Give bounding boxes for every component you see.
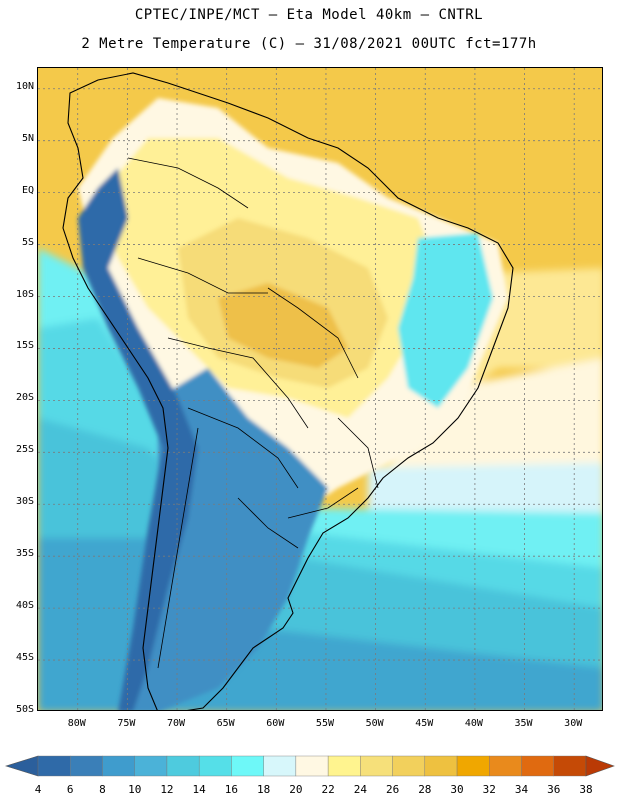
colorbar-high-arrow [585,755,615,777]
colorbar-segment [102,755,135,777]
colorbar-tick-label: 38 [579,783,593,796]
colorbar-segment [166,755,200,777]
lat-label: EQ [21,184,34,196]
colorbar [4,755,615,777]
lat-label: 10S [15,288,34,300]
colorbar-segment [521,755,554,777]
lon-label: 60W [266,718,285,729]
lat-label: 50S [15,704,34,715]
lon-label: 35W [514,718,533,729]
lat-label: 20S [15,392,34,404]
colorbar-tick-label: 6 [66,783,74,796]
colorbar-tick-label: 16 [224,783,239,796]
lon-label: 75W [117,718,136,729]
lon-label: 80W [67,718,86,729]
colorbar-tick-label: 8 [99,783,106,796]
colorbar-segment [295,755,329,777]
lon-label: 50W [365,718,384,729]
land-field-16 [398,233,493,408]
colorbar-segment [360,755,393,777]
graticule [38,68,602,710]
colorbar-segment [37,755,71,777]
temperature-map [37,67,603,711]
lat-label: 45S [15,652,34,664]
lon-label: 40W [464,718,483,729]
lon-label: 70W [166,718,186,729]
colorbar-segment [70,755,103,777]
land-field-30 [218,283,348,368]
lat-label: 5S [21,236,34,248]
colorbar-tick-label: 4 [34,783,42,796]
andes-cold-band [78,168,198,710]
colorbar-tick-label: 18 [257,783,271,796]
colorbar-low-arrow [4,755,39,777]
colorbar-tick-label: 12 [160,783,174,796]
south-america-coastline [62,72,514,710]
colorbar-segment [198,755,232,777]
colorbar-tick-label: 36 [547,783,561,796]
colorbar-tick-label: 30 [450,783,464,796]
lat-label: 15S [15,340,34,352]
colorbar-tick-label: 28 [418,783,432,796]
colorbar-segment [392,755,426,777]
lat-label: 25S [15,444,34,456]
lon-label: 45W [415,718,434,729]
colorbar-tick-label: 26 [385,783,400,796]
map-title-line2: 2 Metre Temperature (C) – 31/08/2021 00U… [81,36,537,52]
colorbar-segment [231,755,264,777]
lon-label: 65W [216,718,235,729]
colorbar-segment [134,755,168,777]
colorbar-tick-label: 10 [128,783,142,796]
colorbar-tick-label: 20 [289,783,303,796]
colorbar-tick-label: 24 [353,783,367,796]
colorbar-segment [456,755,490,777]
lat-label: 5N [21,132,34,144]
lat-label: 10N [15,80,34,92]
lat-label: 30S [15,496,34,508]
lat-label: 35S [15,548,34,560]
map-title-line1: CPTEC/INPE/MCT – Eta Model 40km – CNTRL [134,7,484,23]
colorbar-segment [553,755,587,777]
lon-label: 30W [564,718,583,729]
colorbar-segment [327,755,361,777]
map-canvas [38,68,602,710]
colorbar-tick-label: 32 [482,783,496,796]
colorbar-tick-label: 14 [192,783,206,796]
lon-label: 55W [315,718,334,729]
colorbar-segment [424,755,458,777]
country-borders [127,157,379,669]
colorbar-segment [263,755,297,777]
colorbar-segment [489,755,522,777]
lat-label: 40S [15,600,34,612]
colorbar-tick-label: 34 [514,783,529,796]
colorbar-tick-label: 22 [321,783,335,796]
